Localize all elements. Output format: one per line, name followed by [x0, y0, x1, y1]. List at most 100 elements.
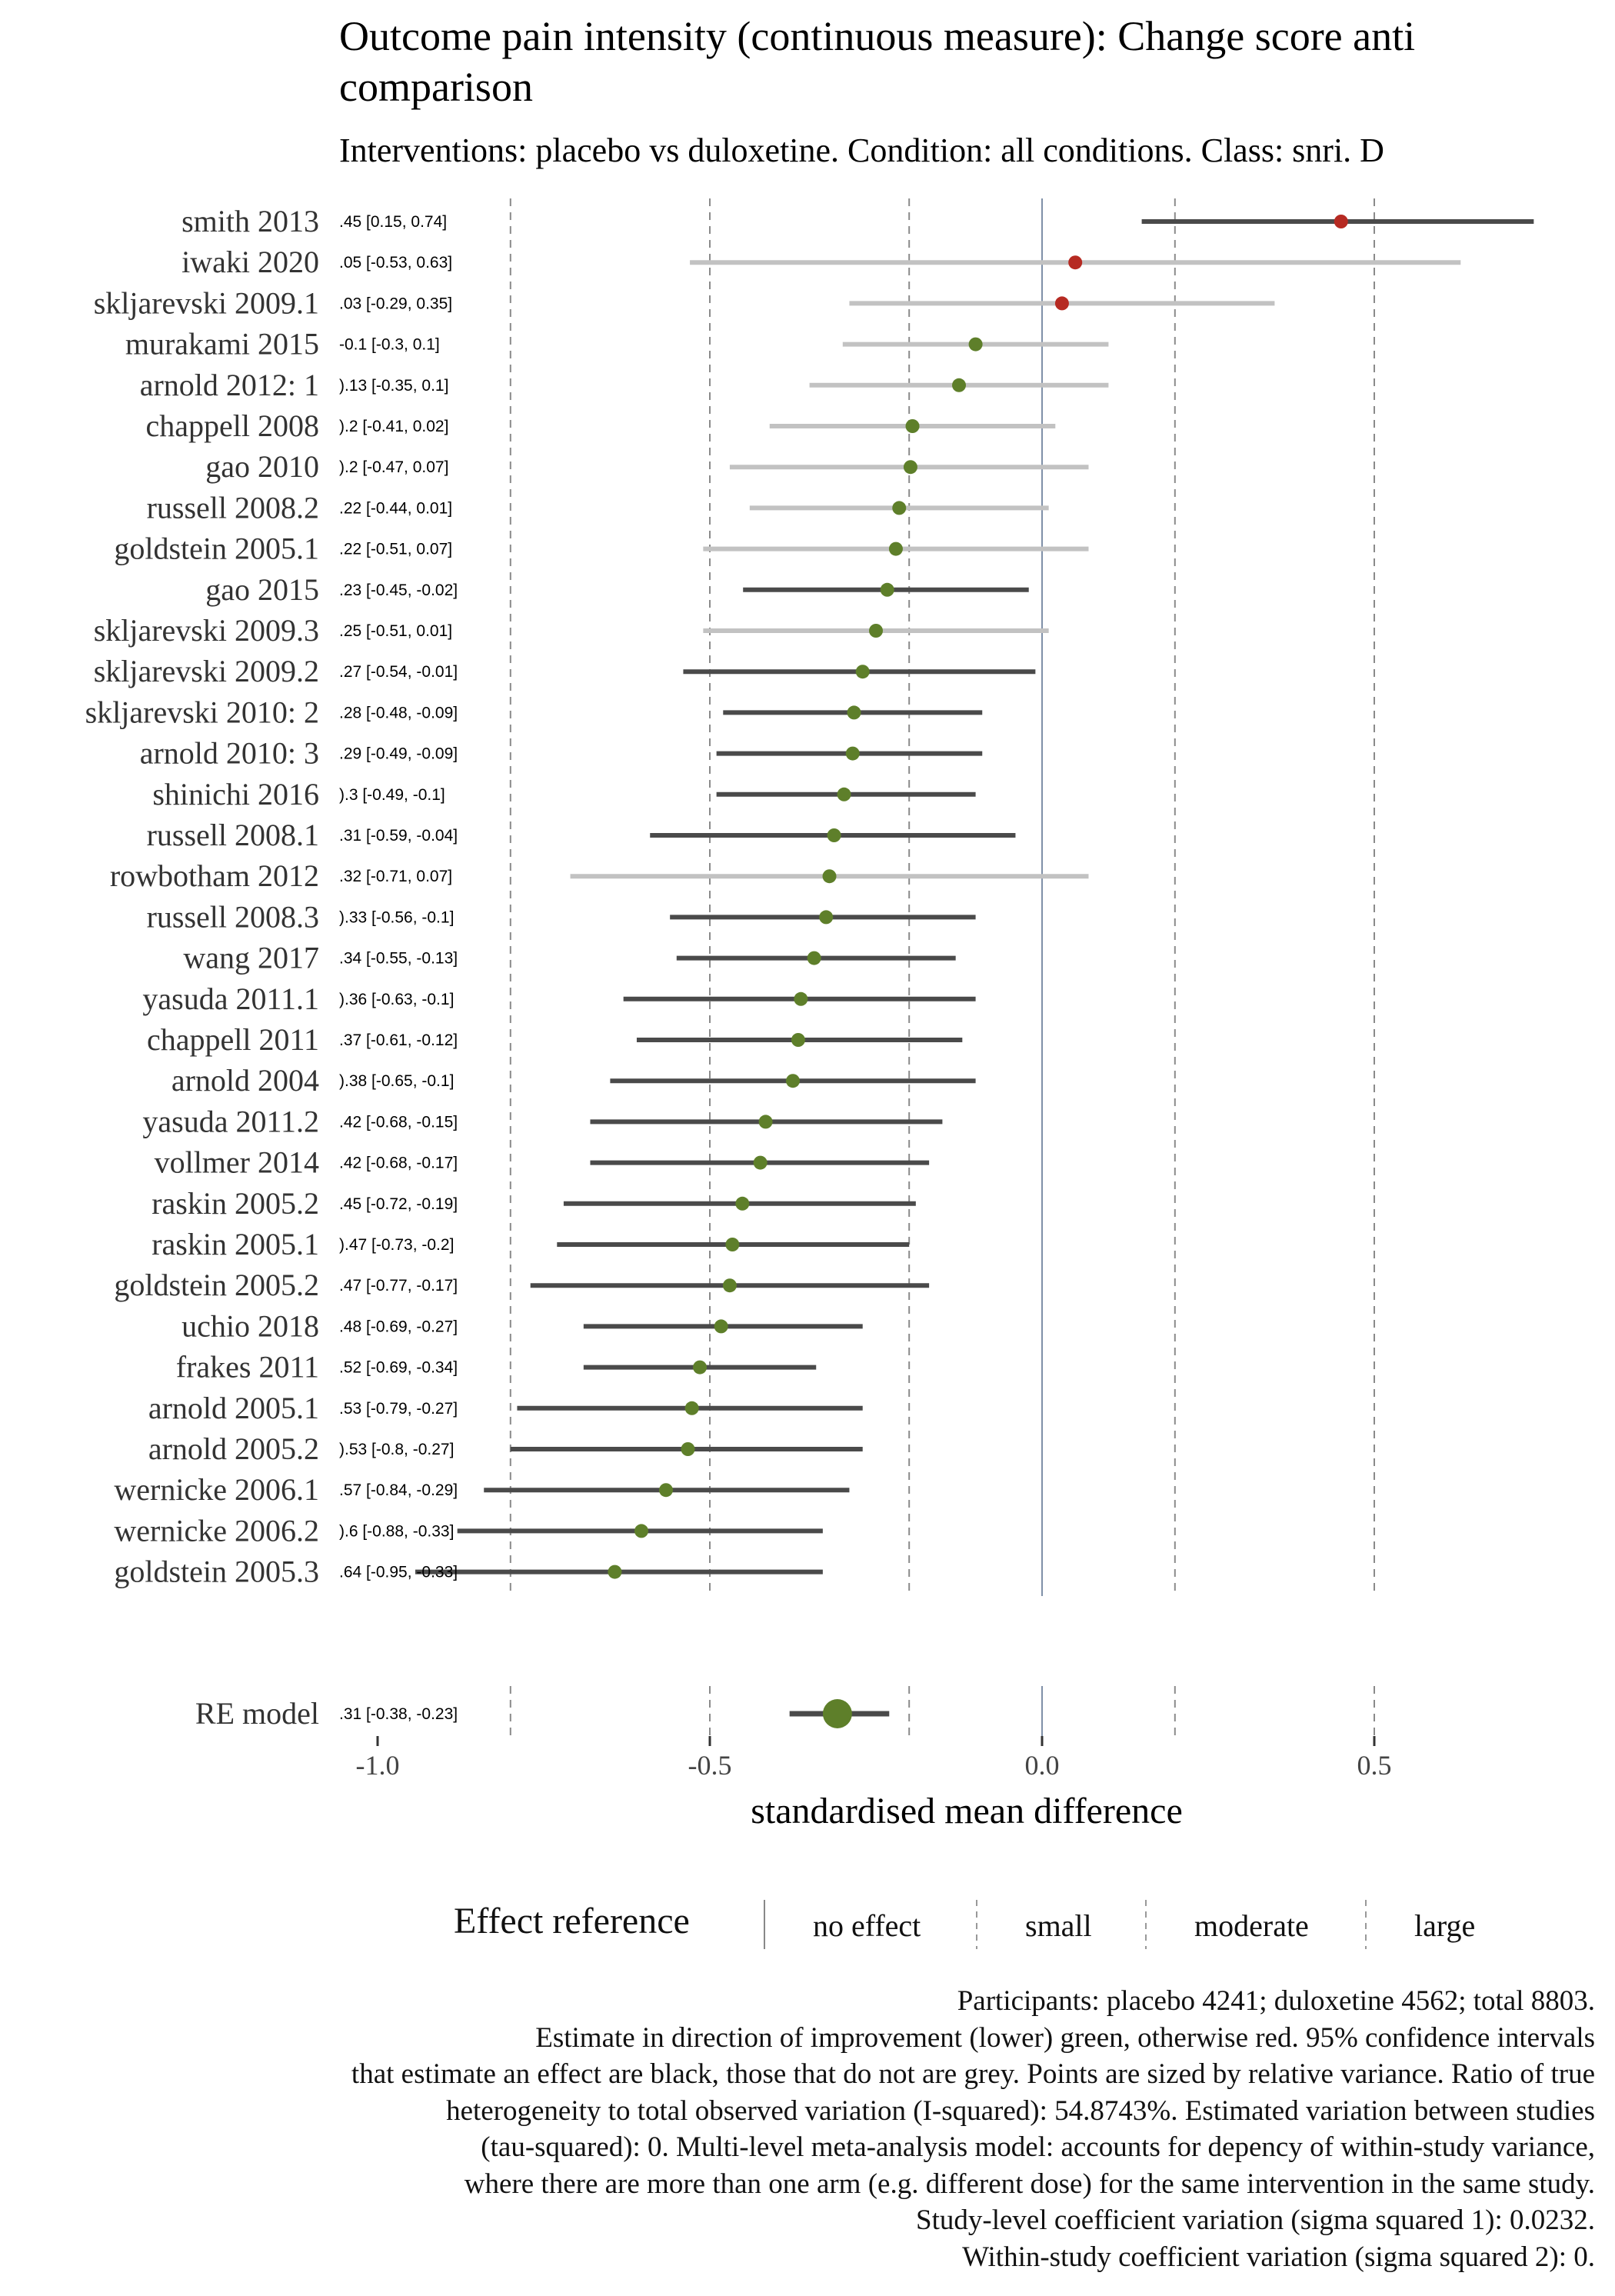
study-label: murakami 2015	[125, 327, 319, 362]
estimate-label: .64 [-0.95, -0.33]	[339, 1564, 458, 1581]
caption: Participants: placebo 4241; duloxetine 4…	[95, 1983, 1595, 2275]
point-estimate	[1334, 215, 1348, 228]
study-label: smith 2013	[181, 204, 319, 238]
point-estimate	[714, 1319, 728, 1334]
point-estimate	[903, 460, 917, 475]
estimate-label: .42 [-0.68, -0.17]	[339, 1155, 458, 1172]
study-label: skljarevski 2010: 2	[85, 695, 319, 729]
study-label: chappell 2011	[147, 1022, 319, 1057]
point-estimate	[794, 991, 808, 1006]
x-tick-label: -1.0	[356, 1750, 400, 1781]
point-estimate	[786, 1074, 800, 1088]
estimate-label: .32 [-0.71, 0.07]	[339, 868, 452, 885]
study-label: iwaki 2020	[181, 245, 319, 279]
chart-title: Outcome pain intensity (continuous measu…	[339, 13, 1416, 110]
point-estimate	[634, 1524, 649, 1538]
point-estimate	[952, 378, 966, 392]
study-label: wang 2017	[183, 941, 319, 975]
study-label: arnold 2004	[171, 1063, 319, 1098]
point-estimate	[681, 1442, 695, 1456]
point-estimate	[693, 1360, 708, 1375]
study-label: shinichi 2016	[152, 777, 319, 811]
point-estimate	[791, 1033, 805, 1047]
caption-line: Estimate in direction of improvement (lo…	[535, 2021, 1595, 2054]
point-estimate	[905, 419, 920, 433]
point-estimate	[758, 1115, 773, 1129]
point-estimate	[753, 1155, 768, 1170]
point-estimate	[869, 624, 883, 638]
study-label: goldstein 2005.1	[114, 532, 319, 566]
pooled-point	[822, 1699, 852, 1728]
estimate-label: ).2 [-0.47, 0.07]	[339, 458, 448, 476]
study-label: uchio 2018	[181, 1308, 319, 1343]
estimate-label: .45 [0.15, 0.74]	[339, 213, 447, 231]
legend-label-no-effect: no effect	[813, 1908, 921, 1943]
point-estimate	[968, 337, 983, 352]
study-label: gao 2010	[205, 449, 319, 484]
estimate-label: .22 [-0.44, 0.01]	[339, 499, 452, 517]
estimate-label: .37 [-0.61, -0.12]	[339, 1031, 458, 1049]
study-label: wernicke 2006.2	[114, 1513, 319, 1548]
study-label: russell 2008.1	[147, 818, 319, 852]
x-axis-title: standardised mean difference	[751, 1791, 1183, 1831]
study-label: arnold 2010: 3	[140, 736, 319, 771]
study-label: raskin 2005.1	[152, 1227, 319, 1261]
study-label: vollmer 2014	[155, 1145, 319, 1180]
estimate-label: .48 [-0.69, -0.27]	[339, 1318, 458, 1335]
estimate-label: ).6 [-0.88, -0.33]	[339, 1522, 454, 1540]
estimate-label: .25 [-0.51, 0.01]	[339, 622, 452, 640]
estimate-label: ).47 [-0.73, -0.2]	[339, 1236, 454, 1254]
estimate-label: ).53 [-0.8, -0.27]	[339, 1441, 454, 1458]
pooled-estimate-label: .31 [-0.38, -0.23]	[339, 1705, 458, 1723]
x-tick-label: -0.5	[688, 1750, 732, 1781]
estimate-label: .53 [-0.79, -0.27]	[339, 1400, 458, 1418]
study-label: chappell 2008	[146, 408, 320, 443]
point-estimate	[722, 1278, 737, 1293]
estimate-label: -0.1 [-0.3, 0.1]	[339, 336, 440, 354]
estimate-label: .31 [-0.59, -0.04]	[339, 827, 458, 845]
estimate-label: .45 [-0.72, -0.19]	[339, 1195, 458, 1213]
legend-keys	[764, 1900, 1367, 1949]
legend-title: Effect reference	[454, 1901, 690, 1941]
estimate-label: ).33 [-0.56, -0.1]	[339, 908, 454, 926]
study-label: raskin 2005.2	[152, 1186, 319, 1221]
study-label: frakes 2011	[176, 1350, 319, 1385]
study-label: wernicke 2006.1	[114, 1472, 319, 1507]
study-label: russell 2008.2	[147, 490, 319, 525]
point-estimate	[847, 705, 861, 720]
estimate-label: ).3 [-0.49, -0.1]	[339, 786, 445, 804]
estimate-label: .52 [-0.69, -0.34]	[339, 1359, 458, 1377]
study-label: skljarevski 2009.1	[94, 285, 319, 320]
caption-line: that estimate an effect are black, those…	[351, 2058, 1595, 2090]
legend-label-large: large	[1414, 1908, 1476, 1943]
study-label: skljarevski 2009.3	[94, 613, 319, 648]
point-estimate	[684, 1401, 699, 1415]
study-label: skljarevski 2009.2	[94, 654, 319, 688]
point-estimate	[892, 501, 907, 515]
estimate-label: ).36 [-0.63, -0.1]	[339, 991, 454, 1008]
study-label: russell 2008.3	[147, 899, 319, 934]
study-label: rowbotham 2012	[110, 858, 319, 893]
point-estimate	[837, 787, 851, 801]
pooled-label: RE model	[195, 1696, 319, 1731]
x-tick-label: 0.0	[1025, 1750, 1060, 1781]
chart-subtitle: Interventions: placebo vs duloxetine. Co…	[339, 132, 1384, 169]
estimate-label: .23 [-0.45, -0.02]	[339, 581, 458, 599]
study-label: arnold 2005.2	[148, 1431, 319, 1466]
point-estimate	[880, 582, 894, 597]
point-estimate	[608, 1565, 622, 1579]
caption-line: where there are more than one arm (e.g. …	[464, 2168, 1595, 2200]
point-estimate	[1054, 296, 1069, 311]
point-estimate	[819, 910, 834, 925]
point-estimate	[725, 1238, 740, 1251]
legend-label-small: small	[1025, 1908, 1092, 1943]
study-label: arnold 2005.1	[148, 1391, 319, 1425]
estimate-label: ).2 [-0.41, 0.02]	[339, 418, 448, 435]
estimate-label: .05 [-0.53, 0.63]	[339, 254, 452, 272]
point-estimate	[822, 869, 837, 884]
point-estimate	[845, 746, 860, 761]
study-label: goldstein 2005.3	[114, 1555, 319, 1589]
x-tick-label: 0.5	[1357, 1750, 1392, 1781]
estimate-label: .29 [-0.49, -0.09]	[339, 745, 458, 763]
estimate-label: ).13 [-0.35, 0.1]	[339, 377, 448, 395]
